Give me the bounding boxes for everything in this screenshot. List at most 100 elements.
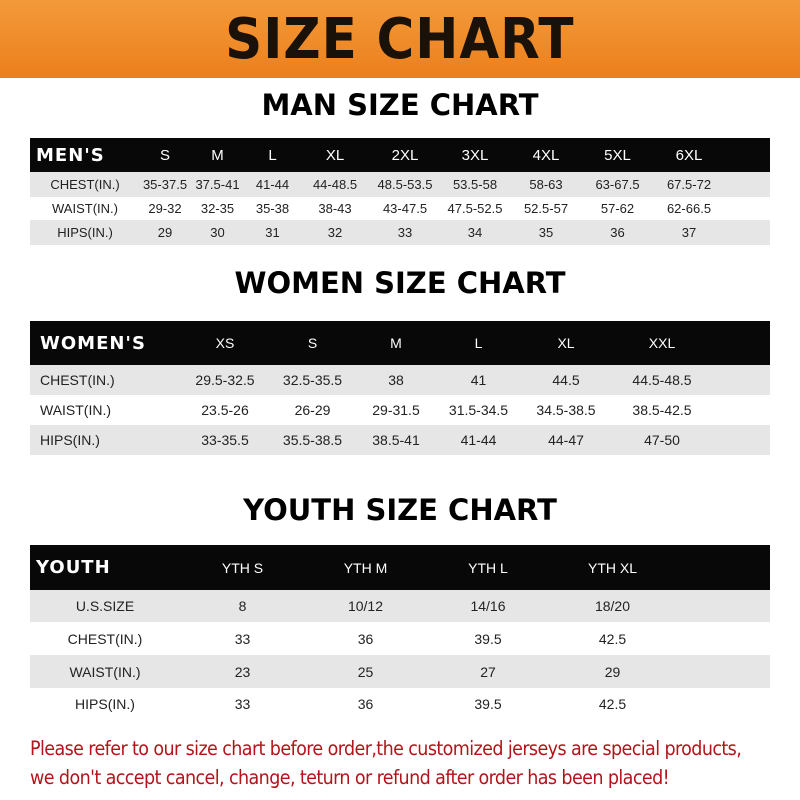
measurement-cell: 44-47 <box>548 432 584 448</box>
table-header-label: YOUTH <box>36 557 111 578</box>
row-label: HIPS(IN.) <box>75 696 135 712</box>
measurement-cell: 23.5-26 <box>201 402 249 418</box>
women-size-table: WOMEN'S XS S M L XL XXL CHEST(IN.) 29.5-32.5 32.5… <box>30 321 770 455</box>
size-header: S <box>307 335 318 351</box>
size-header: 5XL <box>604 146 631 164</box>
row-label: WAIST(IN.) <box>40 402 112 418</box>
measurement-cell: 67.5-72 <box>666 177 712 192</box>
size-header: 2XL <box>391 146 419 164</box>
measurement-cell: 38.5-42.5 <box>632 402 692 418</box>
men-section-title: MAN SIZE CHART <box>261 88 539 122</box>
size-header: S <box>159 146 170 164</box>
size-header: 4XL <box>532 146 560 164</box>
measurement-cell: 44.5-48.5 <box>632 372 692 388</box>
size-header: XL <box>325 146 345 164</box>
measurement-cell: 33 <box>234 630 251 647</box>
measurement-cell: 29-32 <box>148 201 182 216</box>
measurement-cell: 42.5 <box>598 630 627 647</box>
measurement-cell: 36 <box>357 696 374 712</box>
notice-line-1: Please refer to our size chart before or… <box>30 737 742 760</box>
measurement-cell: 27 <box>480 663 496 680</box>
size-header: M <box>211 146 224 164</box>
row-label: HIPS(IN.) <box>57 225 113 240</box>
measurement-cell: 38.5-41 <box>372 432 420 448</box>
table-row: HIPS(IN.) 33 36 39.5 42.5 <box>30 688 770 720</box>
notice-line-2: we don't accept cancel, change, teturn o… <box>30 766 670 789</box>
youth-size-table: YOUTH YTH S YTH M YTH L YTH XL U.S.SIZE 8 10/12… <box>30 545 770 720</box>
size-header: YTH XL <box>587 559 637 576</box>
measurement-cell: 39.5 <box>474 696 502 712</box>
measurement-cell: 33 <box>234 696 251 712</box>
measurement-cell: 35-37.5 <box>142 177 188 192</box>
row-label: CHEST(IN.) <box>40 372 115 388</box>
measurement-cell: 41-44 <box>255 177 290 192</box>
size-header: YTH S <box>221 559 264 576</box>
measurement-cell: 36 <box>357 630 374 647</box>
size-header: YTH L <box>468 559 508 576</box>
measurement-cell: 43-47.5 <box>382 201 428 216</box>
order-notice: Please refer to our size chart before or… <box>30 734 790 792</box>
measurement-cell: 47.5-52.5 <box>447 201 503 216</box>
table-row: HIPS(IN.) 33-35.5 35.5-38.5 38.5-41 41-44 44-… <box>30 425 770 455</box>
table-header-label: WOMEN'S <box>40 332 146 354</box>
measurement-cell: 38-43 <box>318 201 352 216</box>
measurement-cell: 62-66.5 <box>666 201 712 216</box>
measurement-cell: 35.5-38.5 <box>282 432 343 448</box>
row-label: WAIST(IN.) <box>52 201 118 216</box>
women-section-title: WOMEN SIZE CHART <box>234 266 566 300</box>
measurement-cell: 47-50 <box>644 432 680 448</box>
measurement-cell: 10/12 <box>347 598 384 614</box>
measurement-cell: 32 <box>327 225 343 240</box>
measurement-cell: 37.5-41 <box>195 177 240 192</box>
measurement-cell: 63-67.5 <box>595 177 640 192</box>
measurement-cell: 29 <box>157 225 173 240</box>
measurement-cell: 53.5-58 <box>452 177 498 192</box>
measurement-cell: 37 <box>681 225 697 240</box>
measurement-cell: 14/16 <box>470 598 506 614</box>
table-row: WAIST(IN.) 29-32 32-35 35-38 38-43 43-47.5 47.… <box>30 197 770 220</box>
measurement-cell: 41 <box>470 372 487 388</box>
measurement-cell: 35-38 <box>255 201 290 216</box>
row-label: CHEST(IN.) <box>67 630 143 647</box>
measurement-cell: 57-62 <box>600 201 635 216</box>
measurement-cell: 34.5-38.5 <box>536 402 596 418</box>
measurement-cell: 39.5 <box>474 630 502 647</box>
measurement-cell: 31.5-34.5 <box>448 402 509 418</box>
table-header-row: YOUTH YTH S YTH M YTH L YTH XL <box>30 545 770 590</box>
measurement-cell: 32-35 <box>200 201 235 216</box>
measurement-cell: 26-29 <box>294 402 331 418</box>
youth-section-title: YOUTH SIZE CHART <box>243 493 557 527</box>
measurement-cell: 8 <box>238 598 247 614</box>
size-header: M <box>390 335 402 351</box>
measurement-cell: 38 <box>388 372 404 388</box>
measurement-cell: 25 <box>357 663 374 680</box>
measurement-cell: 18/20 <box>594 598 631 614</box>
measurement-cell: 30 <box>210 225 225 240</box>
table-header-row: WOMEN'S XS S M L XL XXL <box>30 321 770 365</box>
table-row: U.S.SIZE 8 10/12 14/16 18/20 <box>30 590 770 622</box>
table-row: CHEST(IN.) 35-37.5 37.5-41 41-44 44-48.5 48.5… <box>30 172 770 197</box>
measurement-cell: 34 <box>467 225 483 240</box>
measurement-cell: 44.5 <box>552 372 580 388</box>
measurement-cell: 33 <box>397 225 413 240</box>
table-row: CHEST(IN.) 29.5-32.5 32.5-35.5 38 41 44.5 44.5… <box>30 365 770 395</box>
men-size-table: MEN'S S M L XL 2XL 3XL 4XL 5XL 6XL CHEST(IN.) 35-37… <box>30 138 770 245</box>
table-row: HIPS(IN.) 29 30 31 32 33 34 35 36 37 <box>30 220 770 245</box>
row-label: CHEST(IN.) <box>50 177 120 192</box>
measurement-cell: 32.5-35.5 <box>282 372 343 388</box>
size-header: XL <box>557 335 575 351</box>
measurement-cell: 42.5 <box>598 696 627 712</box>
measurement-cell: 29 <box>604 663 621 680</box>
measurement-cell: 35 <box>538 225 554 240</box>
size-header: 6XL <box>675 146 703 164</box>
page-title: SIZE CHART <box>225 6 575 72</box>
table-header-row: MEN'S S M L XL 2XL 3XL 4XL 5XL 6XL <box>30 138 770 172</box>
size-header: 3XL <box>461 146 489 164</box>
measurement-cell: 31 <box>265 225 280 240</box>
table-row: CHEST(IN.) 33 36 39.5 42.5 <box>30 622 770 655</box>
measurement-cell: 29.5-32.5 <box>195 372 255 388</box>
measurement-cell: 58-63 <box>529 177 563 192</box>
measurement-cell: 41-44 <box>460 432 497 448</box>
measurement-cell: 23 <box>234 663 251 680</box>
size-header: XS <box>215 335 235 351</box>
